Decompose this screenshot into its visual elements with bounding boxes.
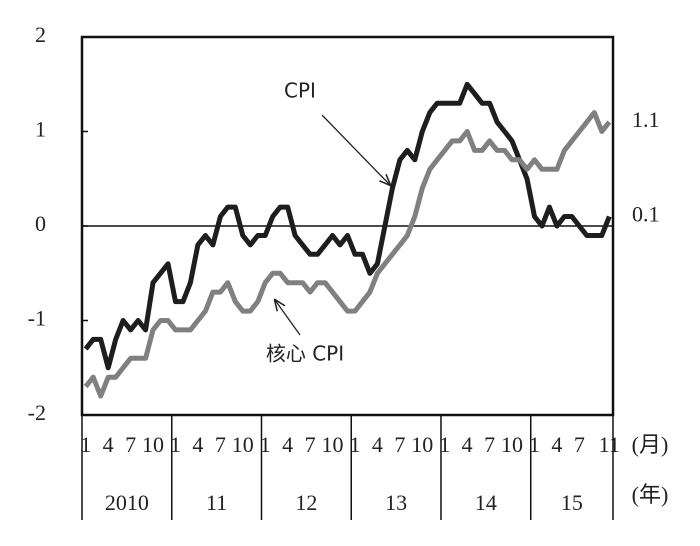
year-label: 12 — [295, 490, 317, 515]
x-tick-label: 10 — [232, 432, 254, 457]
x-tick-label: 4 — [103, 432, 114, 457]
x-tick-label: 4 — [372, 432, 383, 457]
end-value-label: 0.1 — [632, 202, 660, 227]
y-tick-label: 0 — [35, 211, 46, 236]
x-tick-label: 4 — [462, 432, 473, 457]
x-tick-label: 7 — [574, 432, 585, 457]
x-tick-label: 1 — [170, 432, 181, 457]
year-label: 13 — [385, 490, 407, 515]
x-unit-label: (月) — [632, 432, 669, 457]
x-tick-label: 10 — [411, 432, 433, 457]
x-tick-label: 7 — [484, 432, 495, 457]
series-line — [83, 110, 612, 399]
year-label: 11 — [206, 490, 227, 515]
x-tick-label: 7 — [215, 432, 226, 457]
series-annotation: 核心 CPI — [266, 342, 344, 366]
x-tick-label: 1 — [349, 432, 360, 457]
x-tick-label: 10 — [322, 432, 344, 457]
x-tick-label: 4 — [551, 432, 562, 457]
annotation-arrow — [275, 300, 301, 336]
x-tick-label: 1 — [80, 432, 91, 457]
series-annotation: CPI — [284, 79, 316, 103]
annotation-arrow — [321, 114, 390, 185]
x-tick-label: 4 — [192, 432, 203, 457]
y-tick-label: -2 — [28, 400, 46, 425]
year-label: 2010 — [105, 490, 149, 515]
year-unit-label: (年) — [632, 482, 669, 507]
y-tick-label: 1 — [35, 117, 46, 142]
y-tick-label: -1 — [28, 306, 46, 331]
x-tick-label: 7 — [125, 432, 136, 457]
x-tick-label: 1 — [260, 432, 271, 457]
x-tick-label: 11 — [599, 432, 620, 457]
end-value-label: 1.1 — [632, 107, 660, 132]
year-label: 14 — [475, 490, 497, 515]
x-tick-label: 10 — [501, 432, 523, 457]
x-tick-label: 1 — [529, 432, 540, 457]
x-tick-label: 10 — [142, 432, 164, 457]
x-tick-label: 7 — [305, 432, 316, 457]
x-tick-label: 7 — [394, 432, 405, 457]
x-tick-label: 4 — [282, 432, 293, 457]
year-label: 15 — [561, 490, 583, 515]
x-tick-label: 1 — [439, 432, 450, 457]
y-tick-label: 2 — [35, 22, 46, 47]
